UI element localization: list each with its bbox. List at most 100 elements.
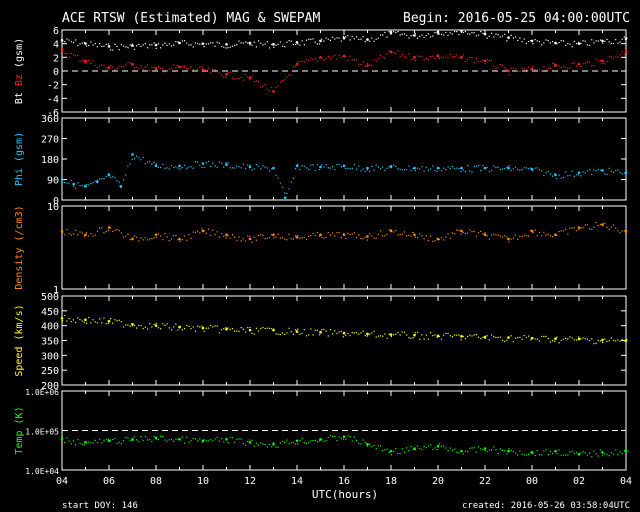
bt-scatter-dot (318, 43, 321, 45)
density-scatter-dot (138, 240, 140, 242)
temp-scatter-dot (312, 439, 314, 442)
bz-point (483, 59, 487, 63)
bt-scatter-dot (279, 41, 281, 43)
x-tick-label: 12 (244, 476, 256, 487)
phi-scatter-dot (525, 167, 528, 169)
bt-scatter-dot (212, 42, 214, 44)
density-scatter-dot (255, 239, 258, 241)
temp-scatter-dot (591, 456, 593, 458)
density-scatter-dot (244, 240, 247, 242)
density-scatter-dot (399, 233, 401, 235)
bz-scatter-dot (575, 65, 578, 67)
temp-point (342, 435, 346, 438)
density-scatter-dot (482, 233, 484, 235)
temp-scatter-dot (345, 438, 347, 440)
speed-point (460, 335, 463, 338)
phi-point (577, 171, 581, 174)
x-tick-label: 18 (385, 476, 397, 487)
phi-point (95, 180, 99, 184)
bz-scatter-dot (125, 64, 127, 66)
speed-scatter-dot (588, 339, 591, 342)
temp-point (483, 447, 487, 450)
bt-scatter-dot (369, 40, 371, 42)
bt-scatter-dot (473, 32, 475, 34)
phi-scatter-dot (244, 168, 247, 170)
speed-point (295, 330, 299, 333)
density-scatter-dot (406, 235, 408, 237)
speed-scatter-dot (257, 330, 260, 332)
bz-scatter-dot (312, 59, 314, 61)
density-scatter-dot (234, 236, 236, 238)
temp-scatter-dot (186, 436, 188, 438)
density-scatter-dot (580, 227, 582, 229)
bt-point (107, 45, 111, 48)
speed-scatter-dot (77, 317, 79, 319)
temp-scatter-dot (164, 439, 166, 441)
phi-scatter-dot (473, 165, 475, 168)
temp-scatter-dot (567, 454, 569, 456)
bz-scatter-dot (495, 67, 497, 69)
phi-scatter-dot (615, 169, 617, 172)
phi-scatter-dot (449, 167, 451, 169)
density-scatter-dot (92, 235, 94, 237)
density-scatter-dot (268, 236, 271, 239)
speed-scatter-dot (281, 332, 284, 334)
density-scatter-dot (107, 230, 109, 232)
temp-scatter-dot (355, 439, 358, 442)
temp-ytick-label: 1.0E+05 (25, 428, 59, 437)
bt-scatter-dot (440, 33, 443, 35)
speed-scatter-dot (456, 334, 458, 336)
bt-scatter-dot (541, 44, 543, 46)
phi-point (283, 196, 287, 200)
speed-scatter-dot (210, 324, 212, 327)
temp-scatter-dot (458, 452, 460, 454)
bt-scatter-dot (386, 36, 388, 38)
speed-scatter-dot (342, 336, 345, 338)
temp-scatter-dot (125, 436, 127, 438)
speed-scatter-dot (227, 327, 229, 329)
speed-scatter-dot (554, 340, 556, 342)
speed-scatter-dot (475, 333, 477, 336)
bz-scatter-dot (353, 59, 355, 61)
bt-scatter-dot (547, 40, 549, 42)
temp-scatter-dot (242, 443, 244, 445)
temp-scatter-dot (499, 448, 501, 450)
temp-scatter-dot (94, 439, 96, 441)
speed-scatter-dot (612, 339, 615, 341)
speed-scatter-dot (545, 335, 547, 337)
bt-scatter-dot (201, 43, 203, 45)
phi-ytick-label: 360 (41, 114, 59, 125)
bt-scatter-dot (260, 42, 262, 44)
bz-scatter-dot (129, 62, 131, 64)
temp-scatter-dot (578, 453, 580, 455)
density-scatter-dot (623, 230, 626, 232)
phi-scatter-dot (599, 169, 602, 171)
phi-scatter-dot (371, 165, 373, 168)
phi-scatter-dot (149, 160, 151, 163)
temp-point (272, 442, 275, 446)
density-scatter-dot (497, 234, 499, 236)
phi-scatter-dot (177, 167, 179, 169)
speed-scatter-dot (366, 335, 369, 337)
speed-point (577, 337, 581, 341)
density-scatter-dot (229, 237, 231, 239)
bt-scatter-dot (504, 33, 506, 35)
phi-scatter-dot (105, 175, 107, 178)
bt-scatter-dot (251, 44, 253, 46)
bz-scatter-dot (525, 69, 528, 71)
density-scatter-dot (327, 231, 329, 234)
bt-scatter-dot (142, 44, 144, 46)
bz-scatter-dot (392, 51, 395, 54)
phi-scatter-dot (214, 165, 216, 167)
phi-scatter-dot (543, 174, 545, 177)
bt-scatter-dot (112, 49, 114, 51)
density-scatter-dot (608, 228, 610, 231)
bz-scatter-dot (499, 63, 501, 66)
temp-scatter-dot (617, 454, 619, 456)
phi-scatter-dot (575, 174, 578, 176)
temp-scatter-dot (334, 435, 336, 437)
temp-scatter-dot (623, 449, 626, 452)
phi-scatter-dot (301, 165, 303, 167)
density-scatter-dot (462, 231, 464, 234)
